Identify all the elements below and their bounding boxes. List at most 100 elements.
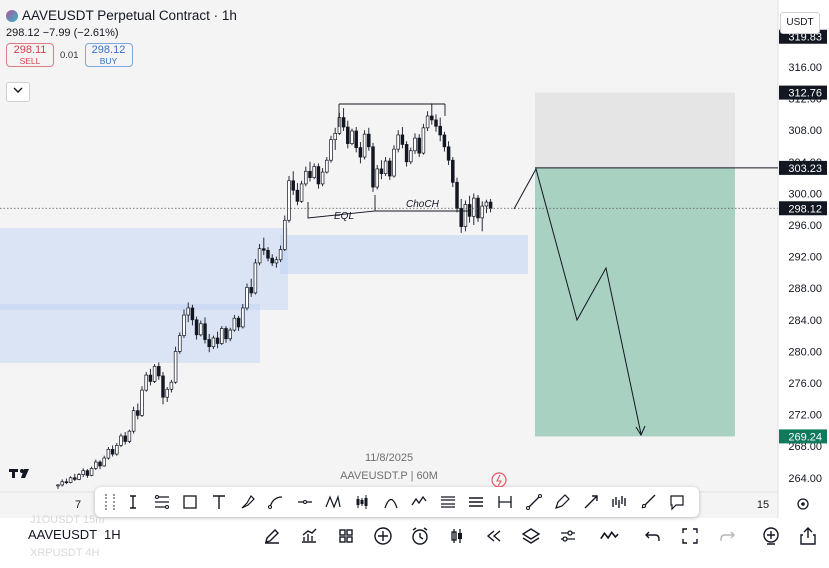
buy-button[interactable]: 298.12 BUY <box>84 43 133 67</box>
sell-button[interactable]: 298.11 SELL <box>6 43 54 67</box>
collapse-button[interactable] <box>6 82 30 102</box>
candle <box>421 123 426 155</box>
order-quantity[interactable]: 0.01 <box>60 49 79 61</box>
candle <box>102 455 106 467</box>
symbol-title[interactable]: AAVEUSDT Perpetual Contract · 1h <box>6 8 237 23</box>
settings-sliders-icon[interactable] <box>558 526 578 546</box>
symbol-selector[interactable]: AAVEUSDT <box>28 527 98 542</box>
toolbar-grip-icon[interactable] <box>105 494 115 510</box>
date-range-icon[interactable] <box>491 491 520 513</box>
candle <box>131 406 136 434</box>
candle <box>262 237 266 256</box>
demand-zone-upper[interactable] <box>0 228 288 310</box>
text-tool-icon[interactable] <box>205 491 234 513</box>
symbol-title-text: AAVEUSDT Perpetual Contract · 1h <box>22 8 237 23</box>
candle <box>245 283 249 311</box>
chart-settings-icon[interactable] <box>797 498 809 510</box>
projection-path[interactable] <box>513 167 642 435</box>
watermark-label: AAVEUSDT.P | 60M <box>340 470 438 482</box>
alarm-icon[interactable] <box>410 526 430 546</box>
candle-type-icon[interactable] <box>447 526 467 546</box>
candle <box>236 315 241 331</box>
demand-zone-lower[interactable] <box>0 304 260 363</box>
y-axis-label: 272.00 <box>788 410 822 422</box>
layouts-icon[interactable] <box>336 526 356 546</box>
add-icon[interactable] <box>373 526 393 546</box>
candle <box>178 332 182 354</box>
candle <box>379 160 384 180</box>
candle <box>308 161 312 182</box>
candle <box>182 309 186 338</box>
undo-icon[interactable] <box>643 526 663 546</box>
layers-icon[interactable] <box>521 526 541 546</box>
currency-button[interactable]: USDT <box>780 12 820 34</box>
candle <box>94 459 98 470</box>
arrow-icon[interactable] <box>577 491 606 513</box>
replay-rewind-icon[interactable] <box>484 526 504 546</box>
candle <box>480 201 484 232</box>
candle <box>232 315 237 332</box>
candles-icon[interactable] <box>348 491 377 513</box>
candle <box>81 468 85 478</box>
ghost-symbol-above: J1OUSDT 15m <box>30 514 105 526</box>
candle <box>295 183 300 206</box>
candle <box>194 316 199 340</box>
fib-retracement-icon[interactable] <box>148 491 177 513</box>
candle <box>64 478 69 485</box>
candle <box>341 108 346 131</box>
long-position-icon[interactable] <box>434 491 463 513</box>
timeframe-selector[interactable]: 1H <box>104 527 121 542</box>
svg-text:298.12: 298.12 <box>788 203 822 215</box>
price-change-text: −7.99 (−2.61%) <box>42 27 119 39</box>
arc-icon[interactable] <box>376 491 405 513</box>
price-tag: 303.23 <box>779 160 827 175</box>
candle <box>283 215 287 252</box>
candle <box>140 386 144 417</box>
sell-price: 298.11 <box>13 44 47 56</box>
y-axis-label: 308.00 <box>788 125 822 137</box>
sell-label: SELL <box>19 56 41 66</box>
eql-line[interactable] <box>307 195 376 219</box>
brush-icon[interactable] <box>233 491 262 513</box>
bars-pattern-icon[interactable] <box>605 491 634 513</box>
y-axis-label: 300.00 <box>788 188 822 200</box>
candle <box>346 120 350 149</box>
pen-icon[interactable] <box>262 526 282 546</box>
elliott-wave-icon[interactable] <box>405 491 434 513</box>
svg-text:269.24: 269.24 <box>788 431 822 443</box>
candle <box>253 258 258 295</box>
redo-icon[interactable] <box>717 526 737 546</box>
short-position-icon[interactable] <box>462 491 491 513</box>
candle <box>257 243 262 266</box>
drawing-toolbar <box>95 487 699 517</box>
eqh-bracket[interactable] <box>338 103 446 127</box>
highlighter-icon[interactable] <box>548 491 577 513</box>
rectangle-icon[interactable] <box>176 491 205 513</box>
wave-pattern-icon[interactable] <box>599 526 619 546</box>
indicators-icon[interactable] <box>299 526 319 546</box>
trend-line-icon[interactable] <box>519 491 548 513</box>
take-profit-zone[interactable] <box>535 167 735 437</box>
candle <box>224 326 228 343</box>
candle <box>68 476 73 484</box>
share-icon[interactable] <box>798 526 818 546</box>
fullscreen-icon[interactable] <box>680 526 700 546</box>
text-cursor-icon[interactable] <box>119 491 148 513</box>
candle <box>136 403 140 420</box>
chart-header: AAVEUSDT Perpetual Contract · 1h 298.12 … <box>6 8 237 67</box>
candle <box>316 163 321 189</box>
candle <box>56 484 60 489</box>
candle <box>312 163 316 180</box>
xabcd-pattern-icon[interactable] <box>319 491 348 513</box>
candle <box>358 142 363 164</box>
ray-icon[interactable] <box>634 491 663 513</box>
stop-loss-zone[interactable] <box>535 92 735 168</box>
add-to-watchlist-icon[interactable] <box>761 526 781 546</box>
candle <box>161 371 165 405</box>
horizontal-line-icon[interactable] <box>291 491 320 513</box>
callout-icon[interactable] <box>662 491 691 513</box>
curve-icon[interactable] <box>262 491 291 513</box>
supply-zone[interactable] <box>280 235 528 274</box>
candle <box>367 127 371 151</box>
